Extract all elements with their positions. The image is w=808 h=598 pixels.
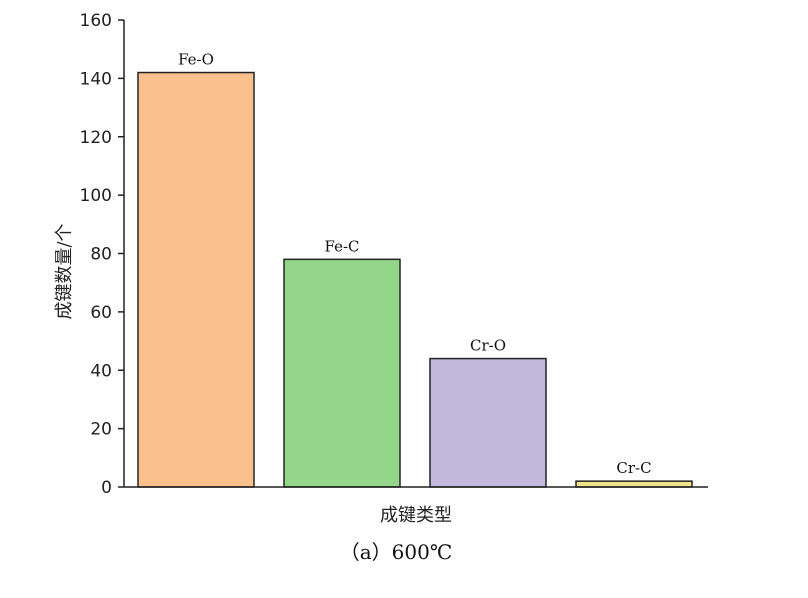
figure-caption: （a）600℃: [340, 540, 452, 564]
bar-cr-c: [575, 480, 693, 488]
bar-label: Cr-O: [470, 337, 506, 355]
bar-cr-o: [429, 357, 547, 488]
y-tick-label: 60: [90, 303, 112, 323]
bar-labels: Fe-O Fe-C Cr-O Cr-C: [178, 51, 652, 478]
y-tick-label: 120: [80, 128, 112, 148]
y-tick-label: 100: [80, 186, 112, 206]
y-tick-label: 160: [80, 11, 112, 31]
bar-label: Cr-C: [616, 459, 651, 477]
bar-label: Fe-C: [324, 237, 359, 255]
y-axis: 0 20 40 60 80 100 120 140 160: [80, 11, 124, 498]
y-tick-label: 80: [90, 245, 112, 265]
y-tick-label: 0: [101, 478, 112, 498]
bars: [137, 71, 693, 488]
bar-label: Fe-O: [178, 51, 214, 69]
y-tick-label: 40: [90, 361, 112, 381]
y-tick-label: 20: [90, 420, 112, 440]
y-axis-title: 成键数量/个: [54, 223, 75, 319]
y-tick-label: 140: [80, 69, 112, 89]
bar-fe-o: [137, 71, 255, 488]
bar-fe-c: [283, 258, 401, 488]
x-axis-title: 成键类型: [380, 505, 452, 526]
